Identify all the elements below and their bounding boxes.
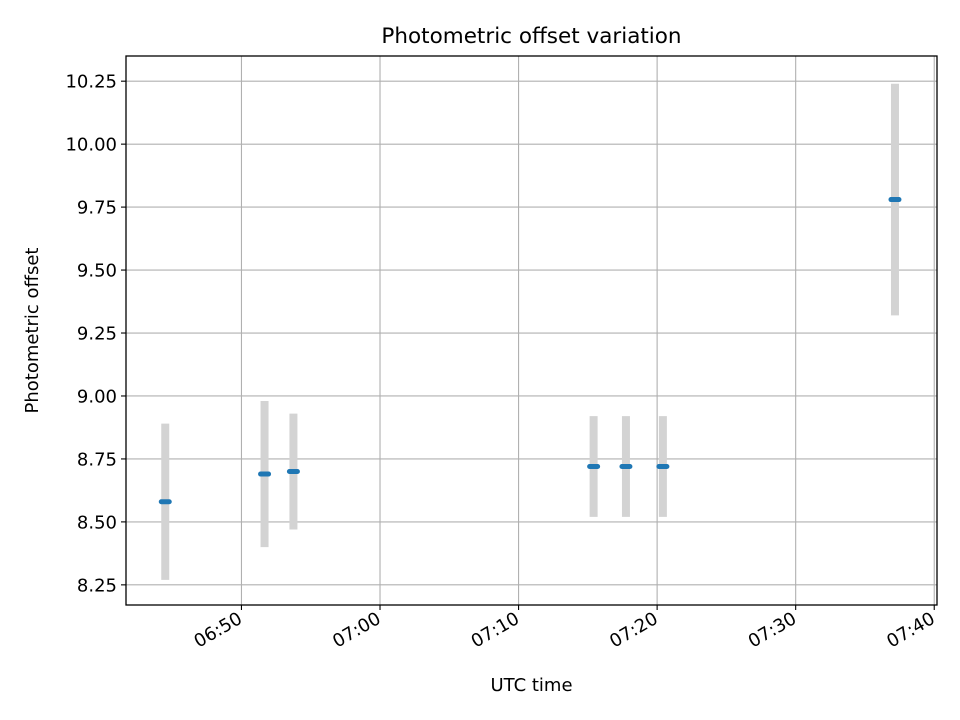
data-markers xyxy=(158,197,902,505)
y-tick-label: 9.25 xyxy=(77,324,117,345)
y-tick-label: 9.00 xyxy=(77,386,117,407)
y-tick-label: 8.75 xyxy=(77,449,117,470)
plot-area-frame xyxy=(125,55,938,606)
y-tick-label: 8.50 xyxy=(77,512,117,533)
y-tick-label: 9.75 xyxy=(77,198,117,219)
y-tick-label: 9.50 xyxy=(77,261,117,282)
y-axis-label: Photometric offset xyxy=(22,248,43,414)
grid-lines xyxy=(126,56,937,605)
y-tick-label: 10.25 xyxy=(65,72,117,93)
chart-title: Photometric offset variation xyxy=(381,24,681,49)
x-axis-label: UTC time xyxy=(490,675,572,696)
y-tick-label: 10.00 xyxy=(65,135,117,156)
y-tick-label: 8.25 xyxy=(77,575,117,596)
